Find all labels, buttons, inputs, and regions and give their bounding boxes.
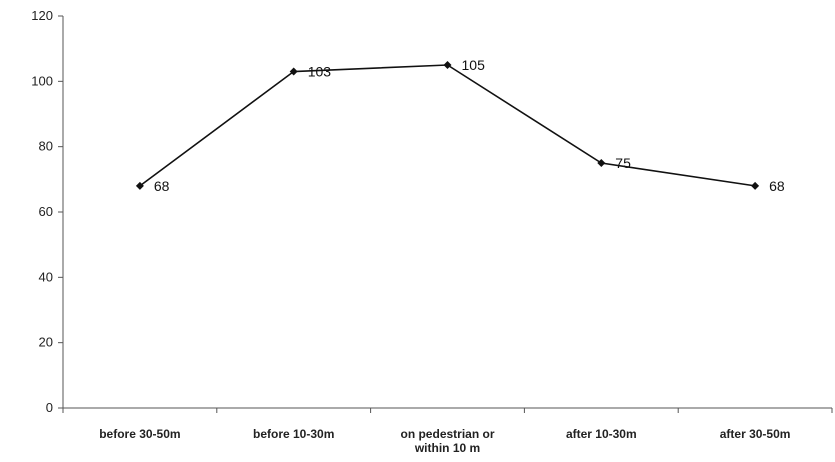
x-tick-label: after 30-50m [720,427,791,441]
series-line [139,64,756,187]
data-label: 105 [462,57,486,73]
x-tick-label: before 30-50m [99,427,180,441]
x-axis-ticks: before 30-50m before 10-30m on pedestrian … [62,408,833,455]
data-point-marker [597,159,606,167]
data-label: 68 [769,178,785,194]
x-tick-label: before 10-30m [253,427,334,441]
data-point-marker [443,61,452,69]
y-tick-label: 120 [31,8,53,23]
data-point-marker [751,181,760,190]
y-tick-label: 100 [31,73,53,88]
y-tick-label: 0 [46,400,53,415]
y-axis-ticks: 0 20 40 60 80 100 120 [31,8,63,415]
y-tick-label: 80 [39,139,53,154]
data-point-marker [289,67,298,76]
data-point-marker [135,181,144,190]
x-tick-label: on pedestrian or within 10 m [400,427,494,455]
y-tick-label: 40 [39,269,53,284]
x-tick-label: after 10-30m [566,427,637,441]
series-group: 68 103 105 75 68 [135,57,785,194]
data-label: 75 [615,155,631,171]
data-label: 68 [154,178,170,194]
y-tick-label: 20 [39,335,53,350]
data-label: 103 [308,64,332,80]
y-tick-label: 60 [39,204,53,219]
